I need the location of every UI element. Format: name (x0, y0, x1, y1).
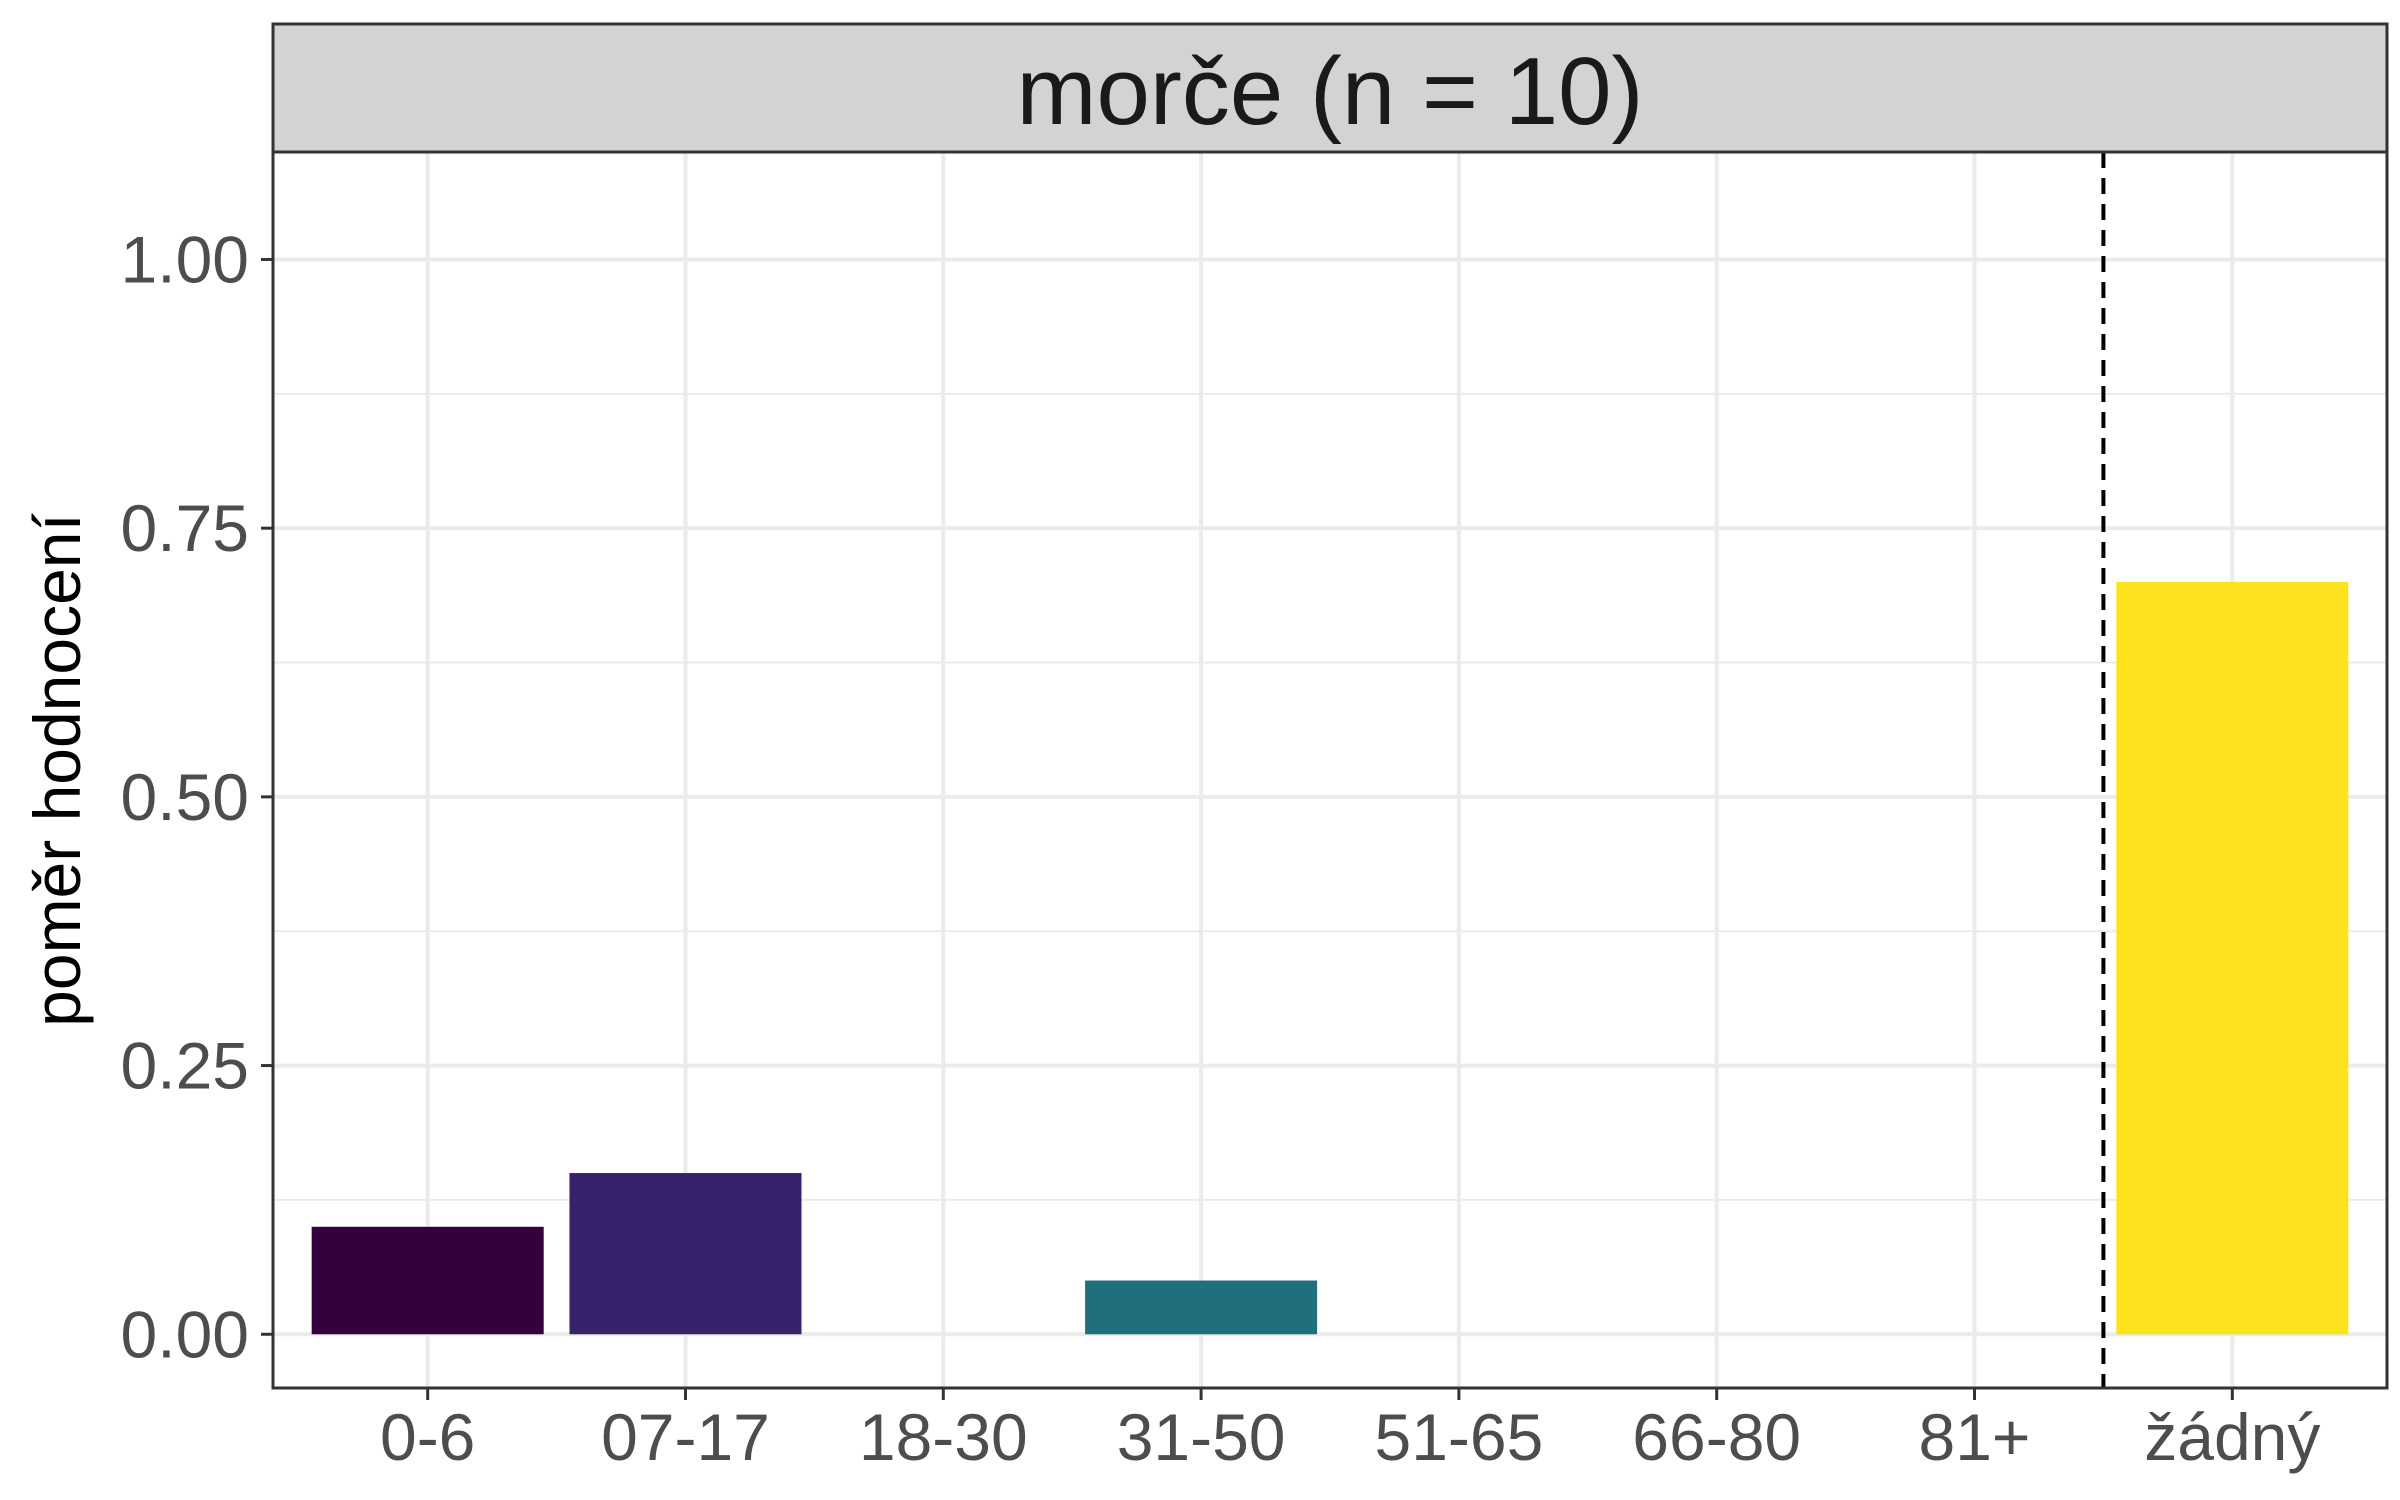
y-tick-label: 0.75 (121, 491, 249, 565)
x-tick-label: 0-6 (380, 1400, 475, 1474)
x-axis: 0-6 07-17 18-30 31-50 51-65 66-80 81+ žádný (380, 1388, 2320, 1474)
bars (311, 581, 2349, 1335)
x-tick-label: žádný (2144, 1400, 2320, 1474)
y-axis: 0.00 0.25 0.50 0.75 1.00 (121, 222, 273, 1371)
x-tick-label: 66-80 (1632, 1400, 1801, 1474)
x-tick-label: 31-50 (1117, 1400, 1286, 1474)
chart-title: morče (n = 10) (1017, 38, 1644, 145)
y-tick-label: 1.00 (121, 222, 249, 296)
grid-lines (273, 152, 2387, 1388)
y-axis-title: poměr hodnocení (20, 512, 94, 1026)
y-tick-label: 0.00 (121, 1297, 249, 1371)
bar-07-17 (569, 1173, 802, 1335)
x-tick-label: 51-65 (1374, 1400, 1543, 1474)
x-tick-label: 81+ (1919, 1400, 2031, 1474)
x-tick-label: 18-30 (859, 1400, 1028, 1474)
panel-border (271, 22, 2389, 1390)
y-tick-label: 0.25 (121, 1029, 249, 1103)
bar-31-50 (1085, 1280, 1318, 1335)
facet-strip (271, 22, 2389, 154)
x-tick-label: 07-17 (601, 1400, 770, 1474)
bar-žádný (2116, 581, 2349, 1335)
bar-0-6 (311, 1226, 544, 1335)
y-tick-label: 0.50 (121, 760, 249, 834)
